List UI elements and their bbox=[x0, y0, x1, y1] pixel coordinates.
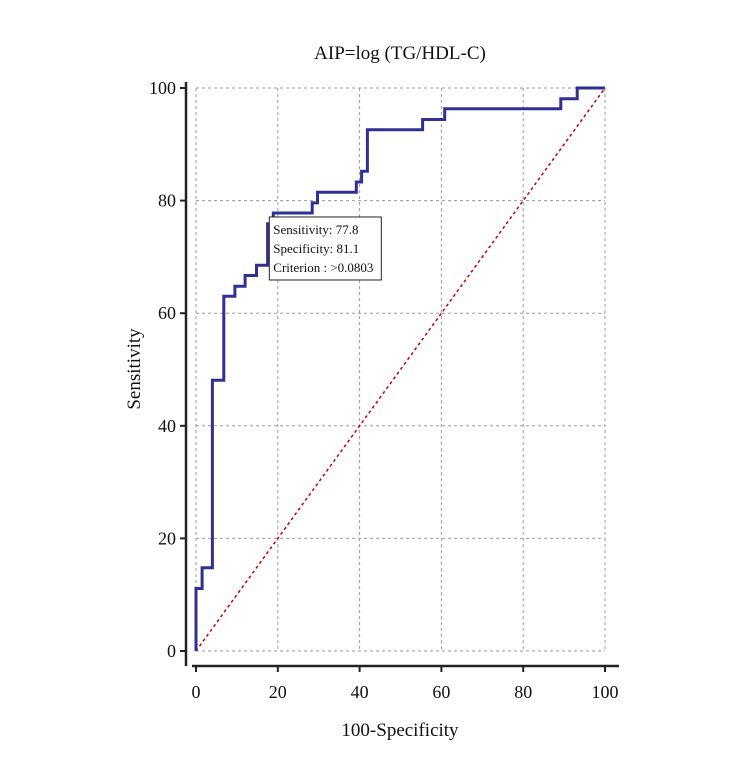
y-tick-label: 100 bbox=[149, 78, 176, 98]
annotation-line: Sensitivity: 77.8 bbox=[273, 222, 358, 237]
annotation-line: Criterion : >0.0803 bbox=[273, 260, 373, 275]
x-tick-label: 40 bbox=[351, 682, 369, 702]
annotation-line: Specificity: 81.1 bbox=[273, 241, 359, 256]
series-group bbox=[194, 86, 606, 652]
x-axis-label: 100-Specificity bbox=[341, 720, 459, 741]
x-tick-label: 20 bbox=[269, 682, 287, 702]
x-tick-label: 60 bbox=[432, 682, 450, 702]
roc-curve bbox=[194, 86, 605, 651]
x-tick-label: 80 bbox=[514, 682, 532, 702]
annotation: Sensitivity: 77.8 Specificity: 81.1 Criter… bbox=[268, 216, 382, 281]
axes bbox=[184, 82, 619, 668]
ticks: 0 20 40 60 80 100 0 20 40 60 80 100 bbox=[149, 78, 619, 702]
x-tick-label: 100 bbox=[592, 682, 619, 702]
reference-line bbox=[195, 87, 606, 652]
chart-title: AIP=log (TG/HDL-C) bbox=[314, 43, 486, 64]
y-axis-label: Sensitivity bbox=[124, 328, 145, 410]
y-tick-label: 80 bbox=[158, 191, 176, 211]
y-tick-label: 20 bbox=[158, 528, 176, 548]
y-tick-label: 60 bbox=[158, 303, 176, 323]
x-tick-label: 0 bbox=[192, 682, 201, 702]
y-tick-label: 40 bbox=[158, 416, 176, 436]
grid bbox=[195, 87, 606, 652]
y-tick-label: 0 bbox=[167, 641, 176, 661]
annotation-box bbox=[268, 216, 382, 281]
